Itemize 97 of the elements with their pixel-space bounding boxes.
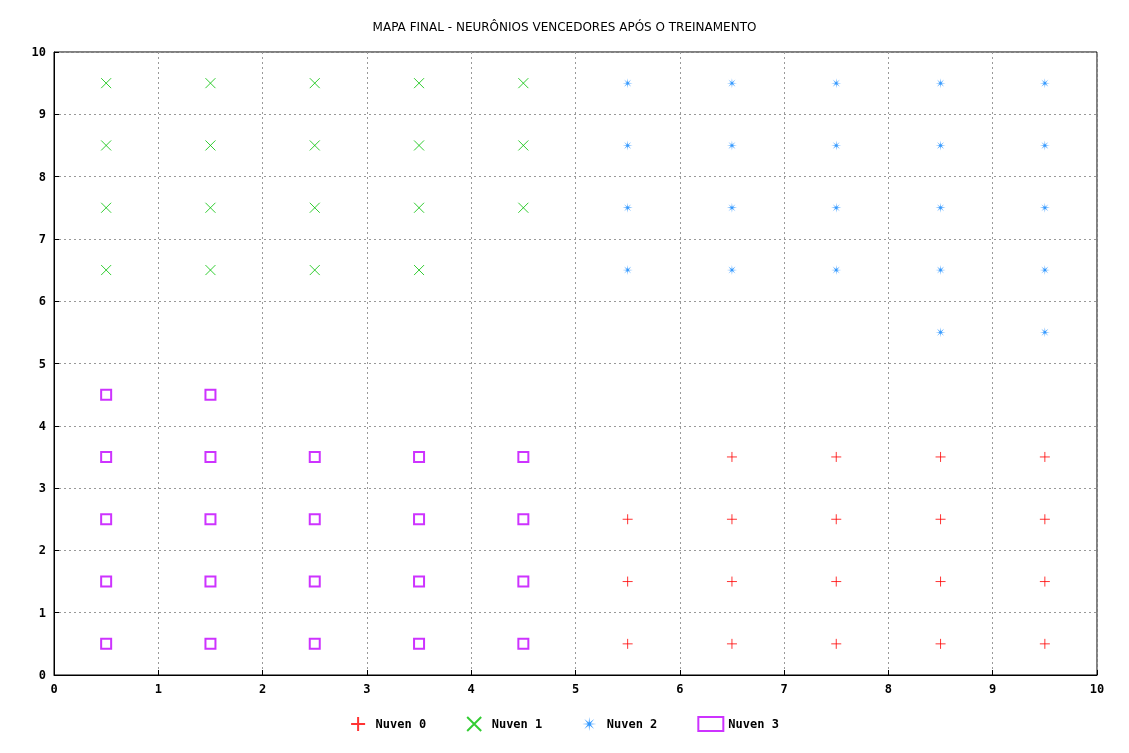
point	[309, 264, 321, 276]
point	[517, 77, 529, 89]
y-tick-label: 8	[38, 169, 46, 184]
point	[309, 77, 321, 89]
point	[308, 575, 321, 588]
point	[830, 638, 842, 650]
point	[622, 78, 633, 89]
point	[726, 638, 738, 650]
point	[100, 388, 113, 401]
point	[413, 513, 426, 526]
point	[204, 575, 217, 588]
legend-label: Nuven 1	[491, 717, 543, 731]
x-tick-label: 10	[1089, 682, 1105, 696]
legend-label: Nuven 2	[606, 717, 658, 731]
x-tick-label: 9	[989, 682, 997, 696]
point	[204, 202, 216, 214]
point	[100, 77, 112, 89]
point	[413, 264, 425, 276]
point	[413, 77, 425, 89]
point	[831, 140, 842, 151]
point	[204, 264, 216, 276]
point	[622, 513, 634, 525]
point	[517, 575, 530, 588]
point	[830, 513, 842, 525]
y-tick-label: 6	[38, 294, 46, 309]
point	[622, 638, 634, 650]
legend-label: Nuven 0	[375, 717, 427, 731]
x-tick-label: 8	[884, 682, 893, 696]
point	[935, 140, 946, 151]
x-tick-label: 5	[571, 682, 580, 696]
point	[1039, 513, 1051, 525]
point	[622, 576, 634, 588]
y-tick-label: 2	[38, 543, 46, 558]
point	[100, 139, 112, 151]
point	[517, 450, 530, 463]
point	[831, 202, 842, 213]
point	[622, 140, 633, 151]
point	[830, 576, 842, 588]
x-tick-label: 1	[154, 682, 162, 696]
x-tick-label: 3	[363, 682, 371, 696]
point	[100, 450, 113, 463]
point	[100, 202, 112, 214]
point	[1039, 327, 1050, 338]
point	[726, 513, 738, 525]
point	[935, 638, 947, 650]
x-tick-label: 7	[780, 682, 788, 696]
y-tick-label: 4	[38, 418, 46, 433]
point	[413, 202, 425, 214]
point	[308, 513, 321, 526]
point	[413, 450, 426, 463]
point	[726, 576, 738, 588]
x-tick-label: 4	[467, 682, 475, 696]
x-tick-label: 6	[676, 682, 684, 696]
point	[308, 450, 321, 463]
point	[413, 637, 426, 650]
point	[100, 575, 113, 588]
point	[204, 450, 217, 463]
point	[935, 327, 946, 338]
y-tick-label: 3	[38, 481, 46, 496]
point	[935, 451, 947, 463]
chart-title: MAPA FINAL - NEURÔNIOS VENCEDORES APÓS O TREINAMENTO	[372, 19, 757, 34]
point	[830, 451, 842, 463]
point	[1039, 638, 1051, 650]
y-tick-label: 10	[31, 45, 46, 59]
point	[622, 202, 633, 213]
point	[309, 139, 321, 151]
point	[413, 139, 425, 151]
point	[1039, 451, 1051, 463]
point	[1039, 576, 1051, 588]
point	[100, 637, 113, 650]
point	[517, 637, 530, 650]
point	[204, 637, 217, 650]
y-tick-label: 9	[38, 107, 46, 122]
point	[204, 388, 217, 401]
point	[517, 139, 529, 151]
y-tick-label: 0	[38, 668, 46, 682]
point	[100, 264, 112, 276]
point	[309, 202, 321, 214]
point	[726, 451, 738, 463]
legend-label: Nuven 3	[728, 717, 779, 731]
point	[517, 202, 529, 214]
y-tick-label: 1	[38, 605, 46, 620]
x-tick-label: 0	[50, 682, 58, 696]
point	[517, 513, 530, 526]
point	[100, 513, 113, 526]
x-tick-label: 2	[258, 682, 267, 696]
y-tick-label: 5	[38, 356, 46, 371]
point	[204, 139, 216, 151]
point	[935, 576, 947, 588]
point	[308, 637, 321, 650]
point	[204, 513, 217, 526]
point	[1039, 140, 1050, 151]
point	[935, 513, 947, 525]
point	[413, 575, 426, 588]
y-tick-label: 7	[38, 231, 46, 246]
point	[935, 202, 946, 213]
point	[204, 77, 216, 89]
